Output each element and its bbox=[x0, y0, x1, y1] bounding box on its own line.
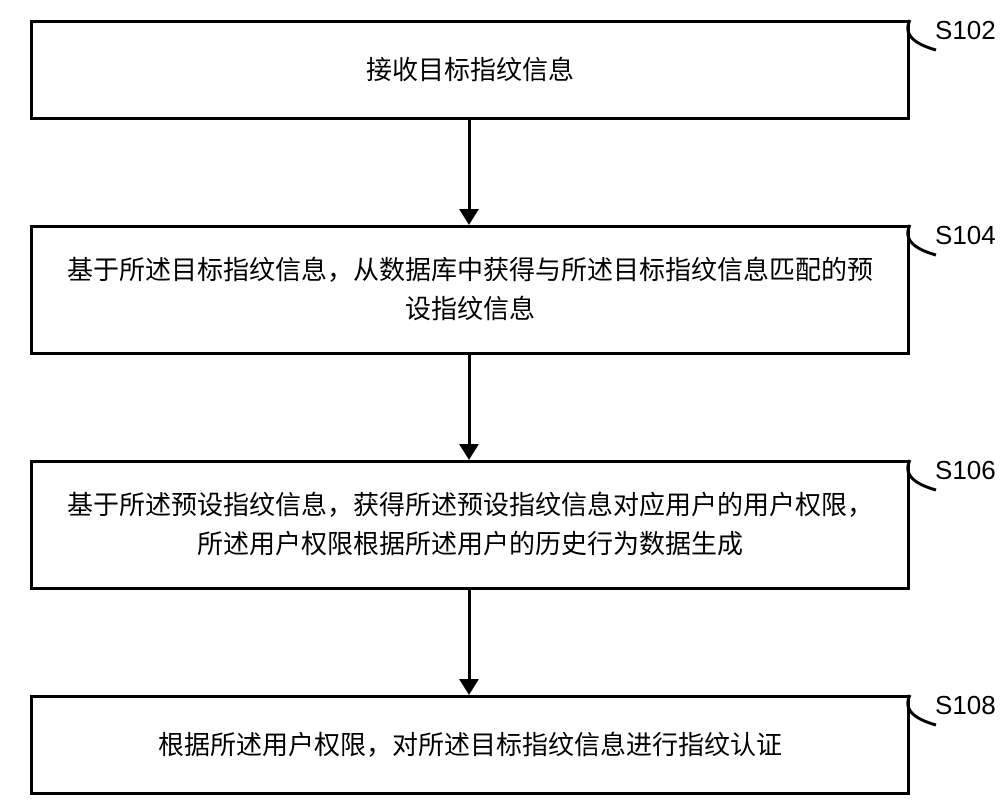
step-s104-text: 基于所述目标指纹信息，从数据库中获得与所述目标指纹信息匹配的预设指纹信息 bbox=[63, 251, 877, 329]
step-s104-label: S104 bbox=[935, 220, 996, 251]
step-s106: 基于所述预设指纹信息，获得所述预设指纹信息对应用户的用户权限，所述用户权限根据所… bbox=[30, 460, 910, 590]
step-s108-text: 根据所述用户权限，对所述目标指纹信息进行指纹认证 bbox=[158, 726, 782, 765]
arrow-s104-s106-head-icon bbox=[459, 444, 479, 460]
arrow-s106-s108-head-icon bbox=[459, 679, 479, 695]
arrow-s102-s104 bbox=[468, 120, 471, 209]
step-s104: 基于所述目标指纹信息，从数据库中获得与所述目标指纹信息匹配的预设指纹信息 bbox=[30, 225, 910, 355]
step-s102-text: 接收目标指纹信息 bbox=[366, 51, 574, 90]
step-s104-tick-icon bbox=[898, 223, 943, 263]
step-s106-label: S106 bbox=[935, 455, 996, 486]
arrow-s106-s108 bbox=[468, 590, 471, 679]
step-s102-tick-icon bbox=[898, 18, 943, 58]
step-s108: 根据所述用户权限，对所述目标指纹信息进行指纹认证 bbox=[30, 695, 910, 795]
flowchart-canvas: 接收目标指纹信息 S102 基于所述目标指纹信息，从数据库中获得与所述目标指纹信… bbox=[0, 0, 1000, 805]
step-s108-tick-icon bbox=[898, 693, 943, 733]
step-s106-text: 基于所述预设指纹信息，获得所述预设指纹信息对应用户的用户权限，所述用户权限根据所… bbox=[63, 486, 877, 564]
arrow-s104-s106 bbox=[468, 355, 471, 444]
step-s106-tick-icon bbox=[898, 458, 943, 498]
step-s102: 接收目标指纹信息 bbox=[30, 20, 910, 120]
arrow-s102-s104-head-icon bbox=[459, 209, 479, 225]
step-s108-label: S108 bbox=[935, 690, 996, 721]
step-s102-label: S102 bbox=[935, 15, 996, 46]
